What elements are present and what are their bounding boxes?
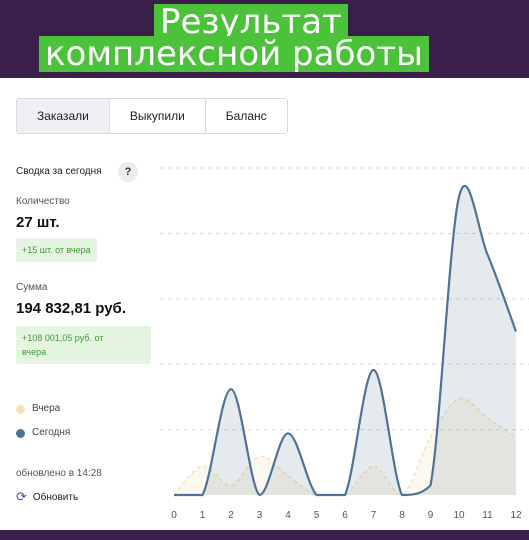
chart-series	[173, 185, 518, 497]
x-tick-label: 12	[510, 510, 522, 521]
legend-today-dot	[16, 429, 25, 438]
sum-label: Сумма	[16, 282, 48, 293]
sum-delta-line2: вчера	[22, 347, 47, 357]
sum-value: 194 832,81 руб.	[16, 300, 126, 317]
x-tick-label: 6	[342, 510, 348, 521]
x-tick-label: 8	[399, 510, 405, 521]
banner-title-line1: Результат	[154, 4, 348, 40]
x-tick-label: 7	[371, 510, 377, 521]
x-tick-label: 3	[257, 510, 263, 521]
x-tick-label: 0	[171, 510, 177, 521]
refresh-icon: ⟳	[16, 489, 27, 504]
legend-today[interactable]: Сегодня	[32, 427, 71, 438]
updated-time: обновлено в 14:28	[16, 468, 102, 479]
tab-redeemed[interactable]: Выкупили	[110, 99, 206, 133]
legend-yesterday-dot	[16, 405, 25, 414]
x-tick-label: 1	[200, 510, 206, 521]
today-area	[174, 185, 516, 496]
tab-balance[interactable]: Баланс	[225, 109, 267, 123]
banner: Результат комплексной работы	[0, 0, 529, 78]
x-tick-label: 4	[285, 510, 291, 521]
summary-title: Сводка за сегодня	[16, 166, 102, 177]
question-icon[interactable]: ?	[118, 162, 138, 182]
legend-yesterday[interactable]: Вчера	[32, 403, 61, 414]
chart-grid	[160, 167, 529, 431]
quantity-value: 27 шт.	[16, 214, 60, 231]
quantity-label: Количество	[16, 196, 70, 207]
x-tick-label: 2	[228, 510, 234, 521]
banner-title-line2: комплексной работы	[39, 36, 429, 72]
x-tick-label: 5	[314, 510, 320, 521]
refresh-button[interactable]: ⟳ Обновить	[16, 489, 78, 505]
tabs: Заказали Выкупили Баланс	[16, 98, 288, 134]
x-tick-label: 11	[482, 510, 493, 521]
tab-ordered[interactable]: Заказали	[17, 99, 110, 133]
refresh-label: Обновить	[32, 491, 79, 503]
x-tick-label: 10	[453, 510, 465, 521]
chart-x-axis: 0 1 2 3 4 5 6 7 8 9 10 11 12	[171, 510, 522, 521]
sum-delta-line1: +108 001,05 руб. от	[22, 333, 104, 343]
stats-panel: Заказали Выкупили Баланс Сводка за сегод…	[0, 78, 529, 530]
x-tick-label: 9	[428, 510, 434, 521]
sum-delta-badge: +108 001,05 руб. от вчера	[16, 326, 151, 364]
orders-chart: 0 1 2 3 4 5 6 7 8 9 10 11 12	[160, 167, 529, 521]
quantity-delta-badge: +15 шт. от вчера	[16, 238, 97, 262]
bottom-strip	[0, 530, 529, 540]
yesterday-area	[174, 398, 516, 495]
today-line	[173, 185, 518, 497]
